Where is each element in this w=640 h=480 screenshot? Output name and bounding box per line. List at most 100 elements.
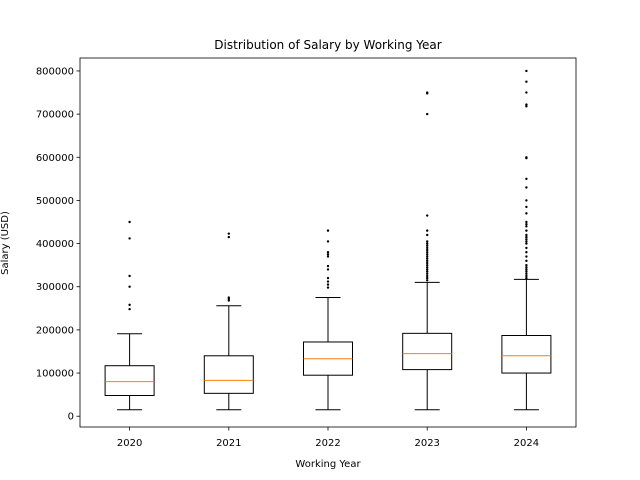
x-tick-label: 2024 (514, 438, 539, 449)
outlier-point (525, 255, 528, 258)
outlier-point (525, 259, 528, 263)
outlier-point (426, 272, 429, 275)
y-tick-label: 300000 (36, 282, 74, 293)
box-iqr (402, 332, 453, 371)
box-iqr (104, 365, 155, 396)
outlier-point (525, 199, 528, 202)
outlier-point (525, 266, 528, 269)
outlier-point (525, 186, 528, 189)
outlier-point (426, 261, 429, 265)
outlier-point (227, 235, 230, 239)
outlier-point (426, 233, 429, 237)
outlier-point (128, 307, 131, 311)
outlier-point (525, 225, 528, 228)
outlier-point (426, 255, 429, 258)
outlier-point (525, 233, 528, 237)
outlier-point (426, 268, 429, 271)
y-tick-label: 0 (68, 412, 74, 423)
outlier-point (227, 299, 230, 302)
outlier-point (525, 242, 528, 245)
outlier-point (426, 266, 429, 269)
outlier-point (525, 229, 528, 232)
outlier-point (426, 91, 429, 94)
outlier-point (525, 251, 528, 254)
y-tick-label: 800000 (36, 66, 74, 77)
chart-title: Distribution of Salary by Working Year (214, 38, 441, 52)
outlier-point (525, 246, 528, 250)
outlier-point (525, 235, 528, 239)
plot-area: 0 100000 200000 300000 400000 500000 600000 700… (36, 57, 577, 449)
outlier-point (326, 251, 330, 254)
outlier-point (326, 280, 330, 283)
outlier-point (426, 248, 429, 252)
outlier-point (326, 276, 330, 280)
outlier-point (426, 253, 429, 256)
outlier-point (326, 286, 330, 289)
x-tick-label: 2021 (216, 438, 241, 449)
outlier-point (525, 103, 528, 106)
outlier-point (426, 229, 429, 232)
y-tick-label: 400000 (36, 239, 74, 250)
x-tick-label: 2020 (117, 438, 142, 449)
y-tick-label: 600000 (36, 153, 74, 164)
outlier-point (525, 276, 528, 280)
outlier-point (426, 242, 429, 245)
outlier-point (525, 177, 528, 181)
outlier-point (326, 255, 330, 258)
outlier-point (426, 276, 429, 280)
outlier-point (525, 222, 528, 226)
outlier-point (326, 253, 330, 256)
y-tick-label: 700000 (36, 110, 74, 121)
box-iqr (203, 355, 254, 394)
outlier-point (525, 212, 528, 215)
outlier-point (525, 205, 528, 209)
outlier-point (426, 259, 429, 263)
outlier-point (426, 240, 429, 243)
outlier-point (525, 274, 528, 278)
outlier-point (525, 91, 528, 94)
outlier-point (525, 268, 528, 271)
outlier-point (426, 263, 429, 267)
y-axis-label: Salary (USD) (0, 211, 11, 275)
outlier-point (525, 69, 528, 73)
outlier-point (525, 263, 528, 267)
outlier-point (525, 80, 528, 83)
y-tick-label: 500000 (36, 196, 74, 207)
outlier-point (426, 257, 429, 260)
outlier-point (426, 279, 429, 282)
outlier-point (128, 285, 131, 288)
x-axis-label: Working Year (295, 459, 361, 470)
outlier-point (326, 264, 330, 268)
outlier-point (525, 240, 528, 243)
outlier-point (525, 105, 528, 108)
outlier-point (525, 238, 528, 241)
outlier-point (426, 214, 429, 217)
outlier-point (426, 244, 429, 247)
box-iqr (501, 335, 552, 374)
y-tick-label: 100000 (36, 369, 74, 380)
outlier-point (326, 229, 330, 232)
outlier-point (326, 268, 330, 271)
x-tick-label: 2023 (414, 438, 439, 449)
outlier-point (426, 246, 429, 250)
outlier-point (525, 270, 528, 273)
outlier-point (128, 303, 131, 307)
outlier-point (426, 251, 429, 254)
outlier-point (227, 296, 230, 299)
outlier-point (525, 272, 528, 275)
outlier-point (227, 232, 230, 235)
outlier-point (326, 240, 330, 243)
outlier-point (426, 274, 429, 278)
outlier-point (426, 270, 429, 273)
outlier-point (525, 220, 528, 224)
outlier-point (128, 220, 131, 224)
x-tick-label: 2022 (315, 438, 340, 449)
y-tick-label: 200000 (36, 325, 74, 336)
outlier-point (326, 283, 330, 286)
outlier-point (525, 156, 528, 159)
outlier-point (128, 237, 131, 240)
outlier-point (128, 274, 131, 278)
outlier-point (426, 112, 429, 116)
